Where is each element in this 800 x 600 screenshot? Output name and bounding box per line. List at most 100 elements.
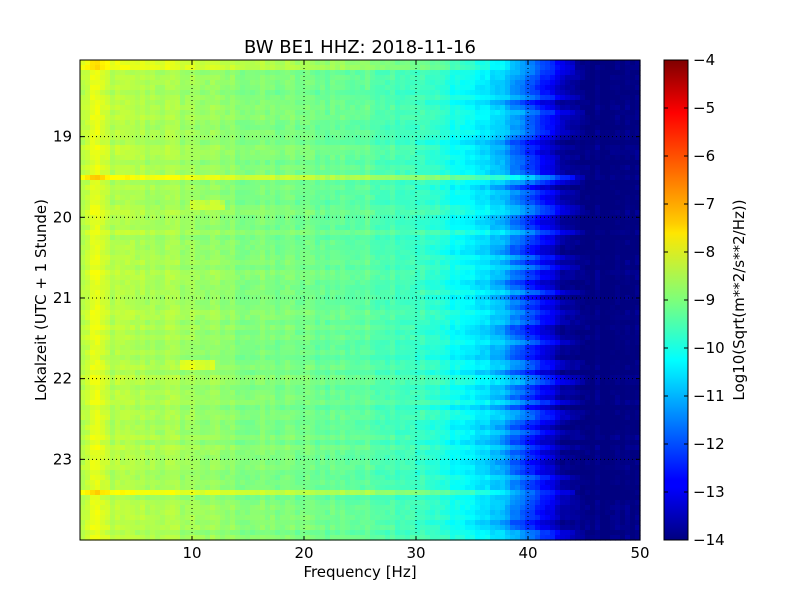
heatmap-cell	[605, 215, 611, 221]
heatmap-cell	[110, 180, 116, 186]
heatmap-cell	[270, 230, 276, 236]
heatmap-cell	[425, 110, 431, 116]
heatmap-cell	[80, 125, 86, 131]
heatmap-cell	[190, 190, 196, 196]
heatmap-cell	[555, 70, 561, 76]
heatmap-cell	[140, 140, 146, 146]
heatmap-cell	[595, 100, 601, 106]
heatmap-cell	[495, 70, 501, 76]
heatmap-cell	[500, 250, 506, 256]
heatmap-cell	[195, 125, 201, 131]
heatmap-cell	[135, 145, 141, 151]
heatmap-cell	[245, 180, 251, 186]
heatmap-cell	[130, 85, 136, 91]
heatmap-cell	[610, 180, 616, 186]
heatmap-cell	[375, 205, 381, 211]
heatmap-cell	[585, 75, 591, 81]
heatmap-cell	[270, 80, 276, 86]
heatmap-cell	[385, 80, 391, 86]
heatmap-cell	[150, 195, 156, 201]
heatmap-cell	[95, 280, 101, 286]
heatmap-cell	[635, 100, 641, 106]
heatmap-cell	[100, 60, 106, 66]
heatmap-cell	[120, 150, 126, 156]
heatmap-cell	[250, 275, 256, 281]
heatmap-cell	[165, 150, 171, 156]
heatmap-cell	[515, 170, 521, 176]
heatmap-cell	[420, 155, 426, 161]
heatmap-cell	[500, 260, 506, 266]
heatmap-cell	[110, 100, 116, 106]
heatmap-cell	[250, 195, 256, 201]
heatmap-cell	[325, 170, 331, 176]
heatmap-cell	[475, 70, 481, 76]
heatmap-cell	[575, 110, 581, 116]
heatmap-cell	[80, 265, 86, 271]
heatmap-cell	[355, 205, 361, 211]
heatmap-cell	[220, 235, 226, 241]
heatmap-cell	[185, 190, 191, 196]
heatmap-cell	[375, 235, 381, 241]
heatmap-cell	[280, 80, 286, 86]
heatmap-cell	[285, 275, 291, 281]
heatmap-cell	[465, 120, 471, 126]
heatmap-cell	[340, 110, 346, 116]
heatmap-cell	[305, 80, 311, 86]
heatmap-cell	[465, 140, 471, 146]
heatmap-cell	[360, 75, 366, 81]
heatmap-cell	[300, 75, 306, 81]
heatmap-cell	[265, 245, 271, 251]
heatmap-cell	[260, 90, 266, 96]
heatmap-cell	[80, 95, 86, 101]
heatmap-cell	[290, 230, 296, 236]
heatmap-cell	[295, 245, 301, 251]
heatmap-cell	[205, 60, 211, 66]
heatmap-cell	[200, 165, 206, 171]
heatmap-cell	[155, 280, 161, 286]
heatmap-cell	[270, 75, 276, 81]
heatmap-cell	[415, 190, 421, 196]
heatmap-cell	[420, 130, 426, 136]
heatmap-cell	[165, 260, 171, 266]
heatmap-cell	[340, 275, 346, 281]
heatmap-cell	[620, 170, 626, 176]
heatmap-cell	[205, 65, 211, 71]
heatmap-cell	[355, 280, 361, 286]
heatmap-cell	[365, 100, 371, 106]
heatmap-cell	[435, 215, 441, 221]
heatmap-cell	[435, 160, 441, 166]
heatmap-cell	[145, 220, 151, 226]
heatmap-cell	[455, 225, 461, 231]
heatmap-cell	[490, 240, 496, 246]
heatmap-cell	[385, 100, 391, 106]
heatmap-cell	[520, 70, 526, 76]
heatmap-cell	[150, 190, 156, 196]
heatmap-cell	[370, 130, 376, 136]
heatmap-cell	[460, 80, 466, 86]
heatmap-cell	[590, 185, 596, 191]
heatmap-cell	[165, 210, 171, 216]
heatmap-cell	[390, 185, 396, 191]
heatmap-cell	[295, 70, 301, 76]
heatmap-cell	[510, 220, 516, 226]
heatmap-cell	[620, 95, 626, 101]
heatmap-cell	[565, 175, 571, 181]
heatmap-cell	[465, 95, 471, 101]
heatmap-cell	[210, 210, 216, 216]
heatmap-cell	[545, 60, 551, 66]
heatmap-cell	[300, 225, 306, 231]
heatmap-cell	[540, 260, 546, 266]
heatmap-cell	[275, 110, 281, 116]
heatmap-cell	[485, 180, 491, 186]
heatmap-cell	[485, 115, 491, 121]
heatmap-cell	[215, 250, 221, 256]
heatmap-cell	[480, 275, 486, 281]
heatmap-cell	[455, 135, 461, 141]
heatmap-cell	[540, 155, 546, 161]
heatmap-cell	[90, 75, 96, 81]
heatmap-cell	[100, 230, 106, 236]
heatmap-cell	[465, 75, 471, 81]
heatmap-cell	[355, 60, 361, 66]
heatmap-cell	[135, 105, 141, 111]
heatmap-cell	[385, 270, 391, 276]
